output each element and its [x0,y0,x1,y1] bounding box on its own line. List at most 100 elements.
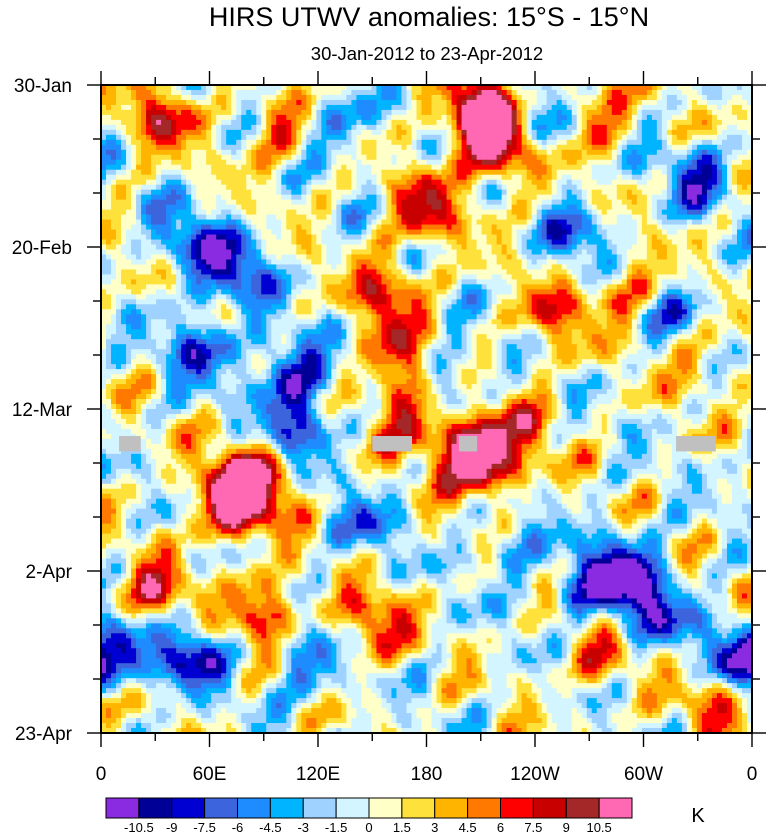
heat-cell [631,169,638,176]
heat-cell [451,219,458,226]
heat-cell [306,99,312,106]
heat-cell [351,174,357,181]
heat-cell [471,169,478,176]
heat-cell [541,229,548,236]
heat-cell [191,264,197,271]
heat-cell [736,244,743,251]
heat-cell [316,214,322,221]
heat-cell [366,89,373,96]
heat-cell [271,99,277,106]
heat-cell [361,94,368,101]
heat-cell [281,89,287,96]
heat-cell [531,244,538,251]
heat-cell [556,104,563,111]
heat-cell [696,199,703,206]
heat-cell [406,224,413,231]
heat-cell [286,194,292,201]
heat-cell [131,149,137,156]
heat-cell [101,204,107,211]
heat-cell [176,239,182,246]
heat-cell [156,209,162,216]
heat-cell [301,264,307,271]
heat-cell [581,269,588,276]
heat-cell [661,194,668,201]
heat-cell [701,229,708,236]
heat-cell [606,254,613,261]
heat-cell [391,244,398,251]
heat-cell [316,119,322,126]
heat-cell [416,154,423,161]
heat-cell [271,129,277,136]
heat-cell [191,94,197,101]
heat-cell [236,264,242,271]
heat-cell [136,179,142,186]
heat-cell [161,169,167,176]
heat-cell [586,139,593,146]
heat-cell [131,204,137,211]
heat-cell [286,114,292,121]
heat-cell [571,269,578,276]
heat-cell [526,229,533,236]
heat-cell [381,144,388,151]
heat-cell [531,164,538,171]
heat-cell [701,139,708,146]
heat-cell [586,234,593,241]
heat-cell [266,184,272,191]
heat-cell [451,89,458,96]
heat-cell [296,104,302,111]
heat-cell [586,264,593,271]
heat-cell [381,199,388,206]
heat-cell [321,219,327,226]
heat-cell [266,214,272,221]
heat-cell [581,259,588,266]
heat-cell [391,164,398,171]
heat-cell [106,199,112,206]
heat-cell [241,134,247,141]
heat-cell [511,89,518,96]
heat-cell [586,94,593,101]
heat-cell [471,204,478,211]
heat-cell [521,209,528,216]
heat-cell [386,149,393,156]
heat-cell [396,139,403,146]
heat-cell [421,264,428,271]
heat-cell [231,159,237,166]
heat-cell [531,259,538,266]
heat-cell [121,219,127,226]
heat-cell [391,184,398,191]
heat-cell [111,224,117,231]
heat-cell [161,144,167,151]
heat-cell [531,89,538,96]
heat-cell [476,89,483,96]
heat-cell [171,274,177,280]
heat-cell [226,194,232,201]
heat-cell [526,239,533,246]
heat-cell [621,234,628,241]
heat-cell [346,189,352,196]
heat-cell [156,264,162,271]
heat-cell [661,169,668,176]
heat-cell [456,154,463,161]
heat-cell [526,199,533,206]
heat-cell [606,89,613,96]
heat-cell [636,159,643,166]
heat-cell [691,139,698,146]
heat-cell [391,249,398,256]
heat-cell [401,229,408,236]
heat-cell [401,109,408,116]
heat-cell [676,179,683,186]
heat-cell [676,229,683,236]
heat-cell [361,164,368,171]
heat-cell [601,85,608,91]
heat-cell [731,174,738,181]
heat-cell [591,269,598,276]
heat-cell [261,194,267,201]
heat-cell [196,104,202,111]
heat-cell [441,134,448,141]
heat-cell [651,124,658,131]
heat-cell [561,264,568,271]
heat-cell [616,94,623,101]
heat-cell [131,224,137,231]
heat-cell [706,124,713,131]
heat-cell [316,99,322,106]
